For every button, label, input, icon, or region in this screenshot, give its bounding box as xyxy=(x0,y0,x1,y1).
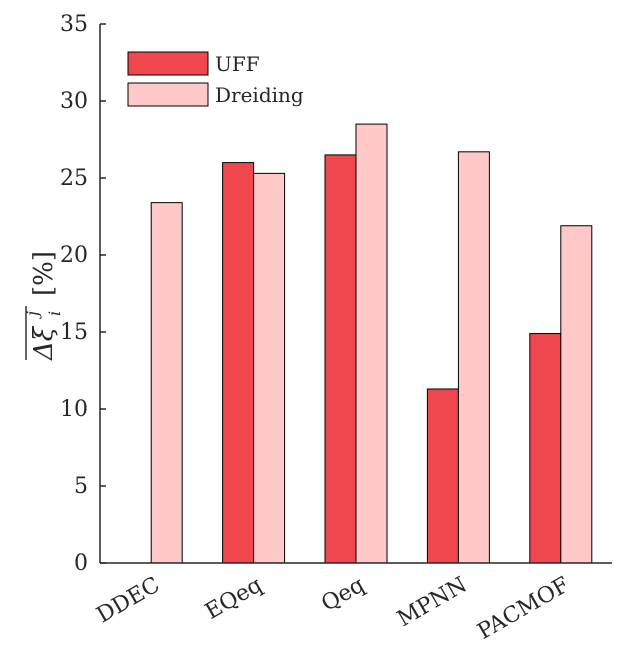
bar-uff-pacmof xyxy=(529,333,562,564)
legend-swatch-uff xyxy=(127,51,209,76)
bar-uff-qeq xyxy=(324,154,357,564)
bar-uff-eqeq xyxy=(222,162,255,564)
category-label-ddec: DDEC xyxy=(93,573,165,629)
legend-label-dreiding: Dreiding xyxy=(215,83,304,107)
y-tick-label: 20 xyxy=(60,243,88,268)
bar-dreiding-ddec xyxy=(150,202,183,564)
y-tick-label: 35 xyxy=(60,12,88,37)
legend: UFF Dreiding xyxy=(127,51,304,107)
bar-dreiding-pacmof xyxy=(560,225,593,564)
category-labels: DDEC EQeq Qeq MPNN PACMOF xyxy=(93,573,574,645)
ylabel-symbol: Δξ xyxy=(29,325,59,361)
ylabel-unit: [%] xyxy=(29,251,59,296)
category-label-mpnn: MPNN xyxy=(393,573,471,633)
y-tick-label: 0 xyxy=(74,551,88,576)
legend-swatch-dreiding xyxy=(127,82,209,107)
category-label-pacmof: PACMOF xyxy=(474,573,574,645)
y-axis-label: Δξ j i [%] xyxy=(23,251,64,361)
y-tick-label: 25 xyxy=(60,166,88,191)
legend-label-uff: UFF xyxy=(215,52,260,76)
category-label-qeq: Qeq xyxy=(317,573,369,617)
bar-dreiding-eqeq xyxy=(253,172,286,564)
y-tick-label: 15 xyxy=(60,320,88,345)
y-tick-label: 10 xyxy=(60,397,88,422)
bar-dreiding-qeq xyxy=(355,123,388,564)
ylabel-superscript: j xyxy=(23,311,42,319)
bar-uff-mpnn xyxy=(426,388,459,564)
bar-dreiding-mpnn xyxy=(457,151,490,564)
y-tick-label: 5 xyxy=(74,474,88,499)
bars-layer xyxy=(150,123,593,564)
axes-layer xyxy=(99,24,612,564)
ticks-layer: 0 5 10 15 20 25 30 35 xyxy=(60,12,106,576)
ylabel-subscript: i xyxy=(45,311,64,316)
category-label-eqeq: EQeq xyxy=(201,573,267,625)
y-tick-label: 30 xyxy=(60,89,88,114)
